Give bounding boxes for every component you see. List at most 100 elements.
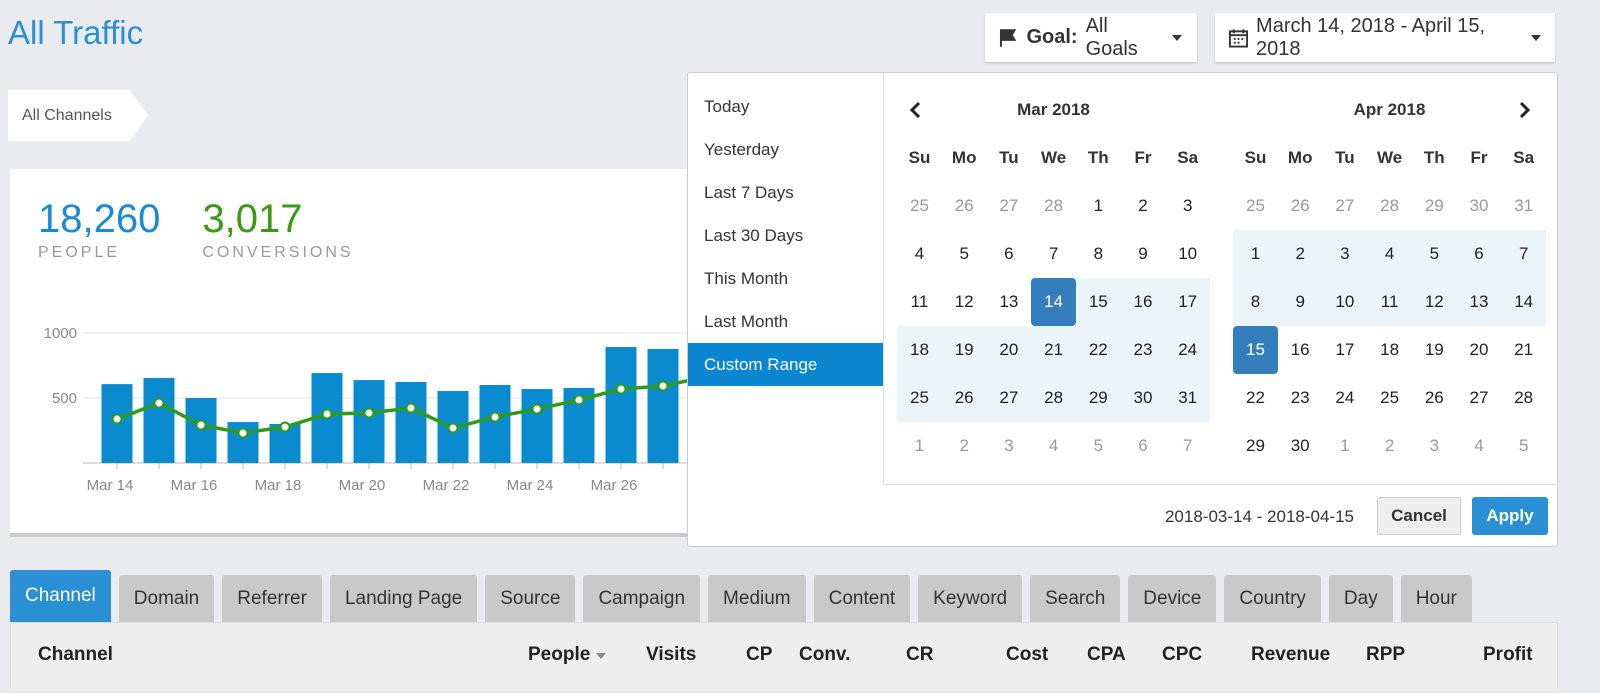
- day[interactable]: 2: [1138, 196, 1148, 215]
- day[interactable]: 28: [1380, 196, 1400, 215]
- day[interactable]: 3: [1182, 196, 1193, 215]
- day[interactable]: 5: [1093, 436, 1104, 455]
- day[interactable]: 22: [1075, 326, 1121, 374]
- tab[interactable]: Search: [1030, 575, 1121, 622]
- day[interactable]: 23: [1290, 388, 1310, 407]
- range-option[interactable]: This Month: [704, 269, 789, 288]
- day[interactable]: 26: [954, 196, 974, 215]
- tab[interactable]: Country: [1224, 575, 1321, 622]
- day[interactable]: 29: [1075, 374, 1121, 422]
- day[interactable]: 10: [1178, 244, 1198, 263]
- day[interactable]: 31: [1514, 196, 1534, 215]
- column-header[interactable]: Visits: [646, 644, 697, 665]
- day[interactable]: 7: [1501, 230, 1547, 278]
- day[interactable]: 25: [1380, 388, 1400, 407]
- column-header[interactable]: Conv.: [799, 644, 851, 665]
- day[interactable]: 8: [1093, 244, 1104, 263]
- day[interactable]: 19: [1424, 340, 1444, 359]
- day[interactable]: 4: [1367, 230, 1413, 278]
- day[interactable]: 21: [1031, 326, 1077, 374]
- tab[interactable]: Campaign: [583, 575, 701, 622]
- day[interactable]: 26: [1424, 388, 1444, 407]
- column-header[interactable]: Profit: [1483, 644, 1533, 665]
- day[interactable]: 28: [1044, 196, 1064, 215]
- day[interactable]: 2: [1384, 436, 1395, 455]
- day[interactable]: 31: [1165, 374, 1211, 422]
- column-header[interactable]: CPC: [1162, 644, 1203, 665]
- day[interactable]: 6: [1138, 436, 1148, 455]
- tab[interactable]: Referrer: [222, 575, 322, 622]
- day[interactable]: 26: [1290, 196, 1310, 215]
- day[interactable]: 26: [941, 374, 987, 422]
- column-header[interactable]: People: [528, 644, 591, 665]
- day[interactable]: 15: [1075, 278, 1121, 326]
- tab[interactable]: Medium: [708, 575, 806, 622]
- range-option[interactable]: Last Month: [704, 312, 789, 331]
- day[interactable]: 22: [1246, 388, 1265, 407]
- day[interactable]: 4: [914, 244, 925, 263]
- day[interactable]: 16: [1120, 278, 1166, 326]
- date-button[interactable]: March 14, 2018 - April 15, 2018: [1215, 13, 1555, 62]
- tab[interactable]: Keyword: [918, 575, 1023, 622]
- tab[interactable]: Channel: [10, 570, 111, 622]
- day[interactable]: 23: [1120, 326, 1166, 374]
- day[interactable]: 7: [1048, 244, 1059, 263]
- day[interactable]: 1: [914, 436, 925, 455]
- day[interactable]: 25: [897, 374, 942, 422]
- day[interactable]: 11: [910, 292, 929, 311]
- day[interactable]: 9: [1277, 278, 1323, 326]
- day[interactable]: 12: [954, 292, 974, 311]
- tab[interactable]: Landing Page: [329, 575, 478, 622]
- tab[interactable]: Device: [1128, 575, 1217, 622]
- tab[interactable]: Content: [813, 575, 911, 622]
- range-option[interactable]: Last 30 Days: [704, 226, 804, 245]
- apply-button[interactable]: Apply: [1472, 497, 1548, 535]
- day[interactable]: 20: [986, 326, 1032, 374]
- day[interactable]: 27: [999, 196, 1019, 215]
- next-month[interactable]: [1518, 101, 1532, 119]
- range-option[interactable]: Last 7 Days: [704, 183, 794, 202]
- day[interactable]: 13: [1456, 278, 1502, 326]
- day[interactable]: 17: [1165, 278, 1211, 326]
- day[interactable]: 3: [1429, 436, 1440, 455]
- day[interactable]: 2: [1277, 230, 1323, 278]
- day[interactable]: 14: [1501, 278, 1547, 326]
- range-option[interactable]: Today: [704, 97, 750, 116]
- day[interactable]: 25: [910, 196, 929, 215]
- day[interactable]: 30: [1120, 374, 1166, 422]
- day[interactable]: 27: [1469, 388, 1489, 407]
- day[interactable]: 18: [1380, 340, 1400, 359]
- day[interactable]: 29: [1424, 196, 1444, 215]
- day[interactable]: 14: [1031, 278, 1077, 326]
- day[interactable]: 8: [1233, 278, 1278, 326]
- tab[interactable]: Source: [485, 575, 576, 622]
- day[interactable]: 5: [1518, 436, 1529, 455]
- day[interactable]: 3: [1004, 436, 1014, 455]
- day[interactable]: 12: [1411, 278, 1457, 326]
- day[interactable]: 24: [1165, 326, 1211, 374]
- column-header[interactable]: CPA: [1087, 644, 1126, 665]
- day[interactable]: 2: [959, 436, 969, 455]
- day[interactable]: 27: [986, 374, 1032, 422]
- day[interactable]: 27: [1335, 196, 1355, 215]
- day[interactable]: 7: [1182, 436, 1193, 455]
- day[interactable]: 11: [1367, 278, 1413, 326]
- column-header[interactable]: RPP: [1366, 644, 1406, 665]
- day[interactable]: 30: [1290, 436, 1310, 455]
- day[interactable]: 16: [1290, 340, 1310, 359]
- range-option[interactable]: Custom Range: [688, 343, 883, 386]
- day[interactable]: 19: [941, 326, 987, 374]
- column-header[interactable]: Channel: [38, 644, 113, 665]
- breadcrumb[interactable]: All Channels: [8, 90, 148, 141]
- goal-button[interactable]: Goal: All Goals: [985, 13, 1197, 62]
- day[interactable]: 10: [1322, 278, 1368, 326]
- day[interactable]: 28: [1031, 374, 1077, 422]
- column-header[interactable]: CP: [746, 644, 773, 665]
- column-header[interactable]: CR: [906, 644, 934, 665]
- day[interactable]: 5: [959, 244, 969, 263]
- cancel-button[interactable]: Cancel: [1377, 497, 1461, 535]
- day[interactable]: 6: [1004, 244, 1014, 263]
- day[interactable]: 4: [1474, 436, 1484, 455]
- day[interactable]: 6: [1456, 230, 1502, 278]
- range-option[interactable]: Yesterday: [704, 140, 779, 159]
